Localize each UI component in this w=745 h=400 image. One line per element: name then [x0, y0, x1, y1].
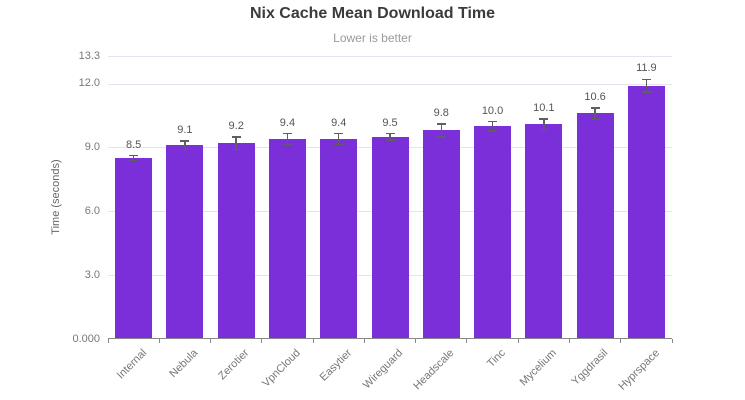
error-bar-cap-bottom-mycelium [539, 128, 549, 131]
error-bar-cap-bottom-tinc [488, 130, 498, 132]
x-axis-tick [568, 339, 570, 343]
bar-tinc [474, 126, 512, 339]
error-bar-cap-top-tinc [488, 120, 498, 123]
error-bar-line-internal [132, 155, 135, 161]
x-category-label-tinc: Tinc [485, 347, 509, 370]
bar-mycelium [525, 124, 563, 339]
chart-subtitle: Lower is better [333, 31, 412, 45]
x-axis-tick [107, 339, 109, 343]
y-tick-label: 6.0 [84, 204, 100, 217]
bar-yggdrasil [576, 113, 614, 339]
bar-hyprspace [627, 85, 665, 339]
x-axis-tick [415, 339, 417, 343]
x-category-label-nebula: Nebula [167, 347, 201, 381]
error-bar-cap-bottom-wireguard [385, 139, 395, 141]
error-bar-line-yggdrasil [594, 108, 596, 119]
error-bar-line-tinc [491, 121, 494, 131]
bar-value-label-wireguard: 9.5 [382, 116, 398, 129]
x-axis-tick [671, 339, 673, 343]
error-bar-line-headscale [440, 124, 443, 137]
bar-internal [115, 158, 153, 339]
x-category-label-vpncloud: VpnCloud [260, 347, 303, 390]
error-bar-cap-top-mycelium [539, 118, 549, 120]
bar-value-label-nebula: 9.1 [177, 124, 193, 137]
x-category-label-zerotier: Zerotier [216, 347, 252, 383]
error-bar-cap-top-easytier [334, 132, 344, 135]
bar-value-label-hyprspace: 11.9 [636, 62, 657, 75]
x-axis-tick [210, 339, 212, 343]
x-category-label-internal: Internal [114, 347, 150, 382]
error-bar-cap-bottom-easytier [334, 143, 344, 146]
bar-value-label-internal: 8.5 [125, 138, 142, 151]
x-axis-tick [517, 339, 519, 343]
error-bar-cap-top-wireguard [385, 132, 395, 135]
error-bar-cap-top-vpncloud [282, 132, 292, 135]
error-bar-line-easytier [337, 133, 340, 145]
bar-value-label-vpncloud: 9.4 [279, 116, 296, 129]
bar-value-label-mycelium: 10.1 [533, 101, 555, 114]
chart-title: Nix Cache Mean Download Time [249, 5, 496, 22]
bar-value-label-yggdrasil: 10.6 [584, 91, 606, 104]
x-axis-line [108, 337, 672, 339]
x-category-label-easytier: Easytier [317, 347, 355, 384]
error-bar-cap-top-hyprspace [641, 78, 651, 81]
error-bar-cap-top-zerotier [231, 136, 241, 138]
bar-value-label-zerotier: 9.2 [228, 119, 244, 132]
bar-value-label-easytier: 9.4 [331, 116, 347, 129]
x-category-label-yggdrasil: Yggdrasil [569, 347, 611, 388]
bar-wireguard [371, 136, 409, 339]
x-category-label-hyprspace: Hyprspace [616, 347, 662, 393]
bar-zerotier [217, 143, 255, 339]
x-axis-tick [363, 339, 365, 343]
gridline [108, 56, 672, 57]
bar-headscale [422, 130, 460, 339]
x-category-label-wireguard: Wireguard [361, 347, 406, 392]
error-bar-cap-bottom-nebula [180, 148, 190, 151]
error-bar-line-vpncloud [286, 133, 289, 145]
error-bar-line-mycelium [543, 118, 545, 130]
y-tick-label: 9.0 [84, 140, 100, 153]
x-axis-tick [620, 339, 622, 343]
x-axis-tick [466, 339, 468, 343]
x-axis-tick [158, 339, 160, 343]
error-bar-line-hyprspace [645, 79, 648, 93]
error-bar-cap-top-yggdrasil [590, 107, 600, 109]
error-bar-line-nebula [184, 141, 186, 150]
error-bar-cap-bottom-hyprspace [641, 91, 651, 93]
error-bar-cap-top-headscale [436, 123, 446, 125]
x-category-label-mycelium: Mycelium [517, 347, 560, 389]
bar-value-label-headscale: 9.8 [433, 107, 449, 120]
y-tick-label: 13.3 [78, 49, 100, 62]
error-bar-cap-bottom-headscale [436, 136, 446, 138]
plot-area: 8.5 9.1 9.2 9.4 9.4 9.5 9.8 10.0 10.1 10.6 11.9 [107, 56, 673, 343]
error-bar-cap-bottom-zerotier [231, 148, 241, 151]
error-bar-cap-top-nebula [180, 140, 190, 142]
bar-nebula [166, 145, 204, 339]
y-axis-title: Time (seconds) [50, 159, 62, 235]
y-tick-label: 0.000 [72, 332, 100, 345]
error-bar-cap-bottom-internal [129, 159, 139, 162]
x-axis-tick [312, 339, 314, 343]
y-tick-label: 12.0 [78, 77, 100, 90]
bar-vpncloud [268, 139, 306, 339]
bar-value-label-tinc: 10.0 [481, 104, 504, 117]
x-axis-tick [261, 339, 263, 343]
error-bar-line-zerotier [235, 136, 237, 150]
gridline [108, 83, 672, 85]
error-bar-cap-bottom-vpncloud [282, 143, 292, 146]
error-bar-cap-bottom-yggdrasil [590, 118, 600, 120]
y-tick-label: 3.0 [84, 268, 100, 281]
x-category-label-headscale: Headscale [411, 347, 457, 393]
error-bar-line-wireguard [389, 133, 391, 141]
error-bar-cap-top-internal [129, 154, 139, 157]
bar-easytier [320, 139, 358, 339]
